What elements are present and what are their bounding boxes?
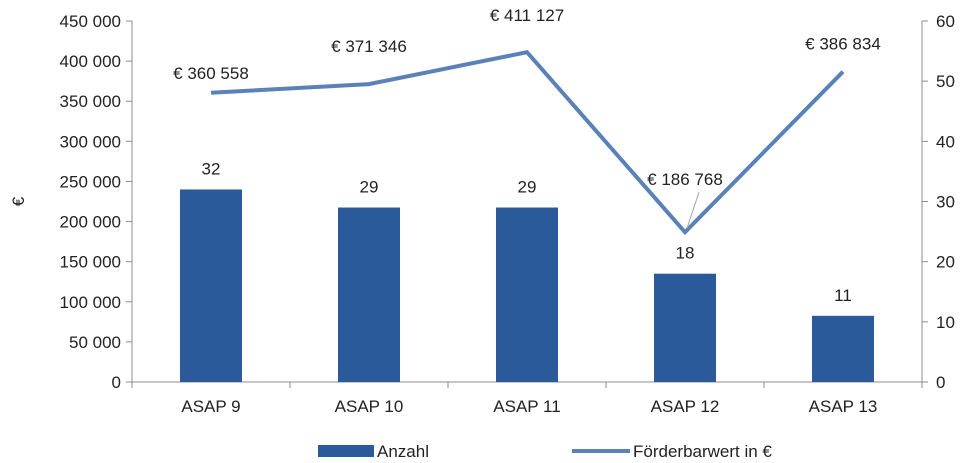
bar — [338, 207, 400, 382]
axes: 0 50 000 100 000 150 000 200 000 250 000 300 0… — [9, 12, 955, 416]
right-tick-label: 40 — [936, 132, 955, 151]
bar — [180, 189, 242, 382]
left-tick-label: 150 000 — [60, 253, 121, 272]
legend-label-bar: Anzahl — [377, 442, 429, 461]
left-tick-label: 200 000 — [60, 213, 121, 232]
right-tick-label: 20 — [936, 253, 955, 272]
left-tick-label: 450 000 — [60, 12, 121, 31]
left-tick-label: 0 — [112, 373, 121, 392]
line-value-label: € 186 768 — [647, 170, 723, 189]
line-value-label: € 386 834 — [805, 35, 881, 54]
data-labels: 32 29 29 18 11 € 360 558 € 371 346 € 411 127 € 1… — [173, 6, 881, 305]
x-tick-label: ASAP 9 — [181, 397, 240, 416]
left-tick-label: 300 000 — [60, 132, 121, 151]
left-tick-label: 50 000 — [69, 333, 121, 352]
line-series — [210, 49, 845, 236]
right-tick-label: 0 — [936, 373, 945, 392]
y-axis-title: € — [9, 196, 28, 206]
left-tick-label: 350 000 — [60, 92, 121, 111]
line-path — [210, 49, 845, 236]
line-value-label: € 371 346 — [331, 37, 407, 56]
right-tick-label: 50 — [936, 72, 955, 91]
x-tick-label: ASAP 13 — [809, 397, 878, 416]
line-value-label: € 411 127 — [490, 6, 564, 25]
legend-label-line: Förderbarwert in € — [633, 442, 772, 461]
x-tick-label: ASAP 10 — [335, 397, 404, 416]
left-tick-label: 400 000 — [60, 52, 121, 71]
left-tick-label: 100 000 — [60, 293, 121, 312]
x-tick-label: ASAP 11 — [493, 397, 560, 416]
legend: Anzahl Förderbarwert in € — [318, 442, 772, 461]
bar-value-label: 11 — [834, 286, 852, 305]
line-value-label: € 360 558 — [173, 64, 249, 83]
bar — [812, 315, 874, 382]
bar — [496, 207, 558, 382]
bar-value-label: 32 — [202, 159, 221, 178]
bar-series — [180, 189, 874, 382]
right-tick-label: 30 — [936, 193, 955, 212]
bar-value-label: 18 — [676, 244, 695, 263]
bar-value-label: 29 — [518, 178, 537, 197]
x-tick-label: ASAP 12 — [651, 397, 720, 416]
bar — [654, 273, 716, 382]
label-leader-line — [686, 192, 700, 229]
right-tick-label: 60 — [936, 12, 955, 31]
legend-swatch-bar — [318, 445, 374, 457]
right-tick-label: 10 — [936, 313, 955, 332]
left-tick-label: 250 000 — [60, 172, 121, 191]
bar-value-label: 29 — [360, 178, 379, 197]
